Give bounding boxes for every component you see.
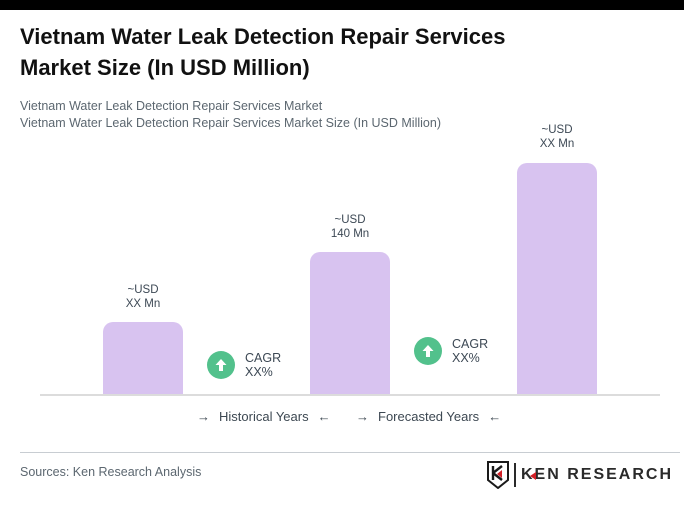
bar-forecast	[517, 163, 597, 395]
bar-value-line1: ~USD	[334, 214, 366, 226]
arrow-left-icon: ←	[488, 409, 502, 424]
logo-wordmark: KEN RESEARCH	[521, 466, 674, 483]
chart-subtitle-line1: Vietnam Water Leak Detection Repair Serv…	[20, 99, 323, 113]
arrow-right-icon: →	[197, 409, 210, 424]
arrow-up-icon	[215, 359, 227, 371]
forecasted-years-label: → Forecasted Years ←	[356, 409, 501, 424]
bar-value-line2: 140 Mn	[330, 228, 370, 240]
cagr-label: CAGR XX%	[245, 351, 281, 379]
bar-value-line1: ~USD	[541, 124, 573, 136]
page-title: Vietnam Water Leak Detection Repair Serv…	[20, 21, 640, 83]
axis-baseline	[40, 394, 660, 396]
historical-years-text: Historical Years	[219, 409, 309, 424]
cagr-label-line2: XX%	[452, 351, 480, 365]
cagr-badge-2: CAGR XX%	[414, 337, 488, 365]
cagr-label-line1: CAGR	[245, 351, 282, 365]
arrow-up-icon	[422, 345, 434, 357]
sources-note: Sources: Ken Research Analysis	[20, 465, 202, 479]
ken-research-logo: KEN RESEARCH	[486, 460, 673, 490]
forecasted-years-text: Forecasted Years	[378, 409, 480, 424]
cagr-badge-circle	[207, 351, 235, 379]
footer-divider	[20, 452, 680, 453]
bar-value-label-mid: ~USD 140 Mn	[290, 213, 410, 241]
historical-years-label: → Historical Years ←	[197, 409, 331, 424]
cagr-badge-circle	[414, 337, 442, 365]
bar-value-label-historical: ~USD XX Mn	[83, 283, 203, 311]
bar-value-line2: XX Mn	[125, 298, 161, 310]
logo-divider	[514, 463, 516, 487]
cagr-label: CAGR XX%	[452, 337, 488, 365]
page-title-line1: Vietnam Water Leak Detection Repair Serv…	[20, 24, 506, 49]
chart-subtitle: Vietnam Water Leak Detection Repair Serv…	[20, 98, 640, 132]
bar-historical	[103, 322, 183, 395]
chart-subtitle-line2: Vietnam Water Leak Detection Repair Serv…	[20, 116, 441, 130]
cagr-label-line2: XX%	[245, 365, 273, 379]
arrow-right-icon: →	[356, 409, 369, 424]
logo-text: KEN RESEARCH	[521, 466, 673, 484]
page-title-line2: Market Size (In USD Million)	[20, 55, 310, 80]
bar-value-line2: XX Mn	[539, 138, 575, 150]
top-black-bar	[0, 0, 684, 10]
cagr-label-line1: CAGR	[452, 337, 489, 351]
arrow-left-icon: ←	[317, 409, 331, 424]
bar-value-label-forecast: ~USD XX Mn	[497, 123, 617, 151]
bar-value-line1: ~USD	[127, 284, 159, 296]
cagr-badge-1: CAGR XX%	[207, 351, 281, 379]
logo-k-shield-icon	[487, 461, 509, 489]
logo-red-triangle-icon	[530, 472, 536, 480]
bar-mid	[310, 252, 390, 395]
